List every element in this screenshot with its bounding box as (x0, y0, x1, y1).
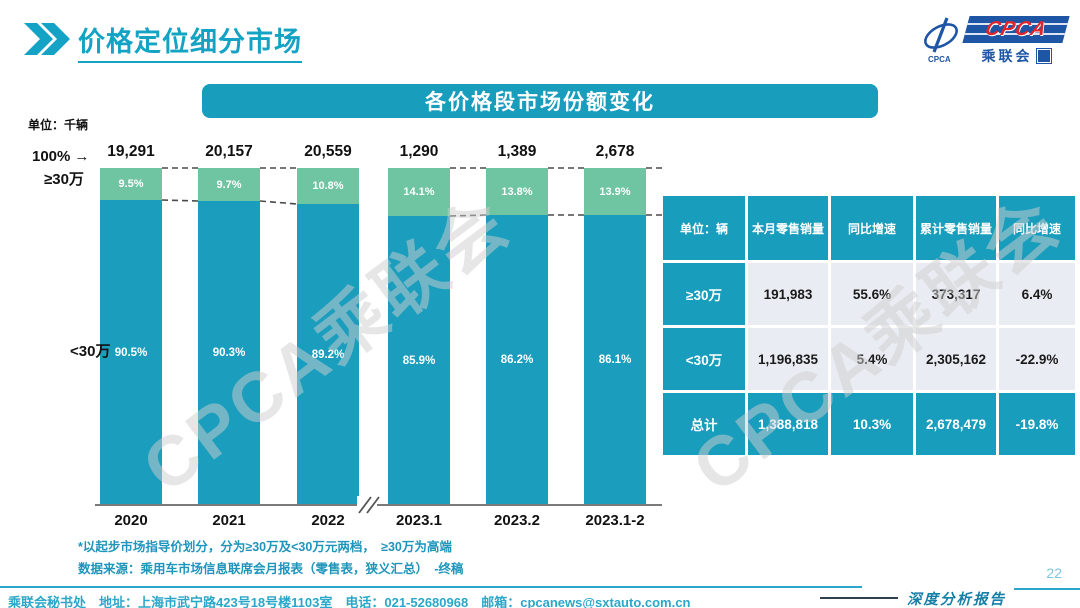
table-row-label: ≥30万 (663, 263, 745, 325)
stacked-bar: 10.8% 89.2% (297, 168, 359, 505)
bar-segment-lt30: 89.2% (297, 204, 359, 505)
cpca-emblem-icon: CPCA (918, 16, 964, 71)
stacked-bar: 9.5% 90.5% (100, 168, 162, 505)
bar-segment-ge30: 10.8% (297, 168, 359, 204)
table-cell: 191,983 (748, 263, 828, 325)
table-row-label: 总计 (663, 393, 745, 455)
table-cell: -19.8% (999, 393, 1075, 455)
table-row-label: <30万 (663, 328, 745, 390)
bar-segment-lt30: 86.2% (486, 215, 548, 505)
table-header-cell: 单位：辆 (663, 196, 745, 260)
table-header-cell: 同比增速 (831, 196, 913, 260)
note-line: *以起步市场指导价划分，分为≥30万及<30万元两档， ≥30万为高端 (78, 540, 452, 554)
header: 价格定位细分市场 (24, 20, 302, 63)
bar-category-label: 2023.1-2 (585, 512, 645, 529)
bar-category-label: 2021 (212, 512, 246, 529)
table-cell: 1,388,818 (748, 393, 828, 455)
bar-segment-ge30: 9.5% (100, 168, 162, 200)
stacked-bar: 14.1% 85.9% (388, 168, 450, 505)
page-number: 22 (1046, 565, 1062, 581)
note-line: 数据来源：乘用车市场信息联席会月报表（零售表，狭义汇总） -终稿 (78, 562, 464, 576)
bar-total-label: 1,389 (497, 143, 537, 160)
table-cell: 55.6% (831, 263, 913, 325)
axis-100-text: 100% (32, 148, 71, 165)
series-label-lt30: <30万 (70, 343, 111, 360)
axis-100-label: 100% (32, 148, 89, 165)
logo-org-row: 乘联会 (966, 46, 1066, 66)
bar-total-label: 20,157 (205, 143, 253, 160)
bar-segment-lt30: 90.3% (198, 201, 260, 505)
bar-category-label: 2020 (114, 512, 148, 529)
table-cell: 2,678,479 (916, 393, 996, 455)
bar-segment-ge30: 13.8% (486, 168, 548, 215)
cpca-logo: CPCA CPCA 乘联会 (918, 14, 1070, 70)
stacked-bar: 13.8% 86.2% (486, 168, 548, 505)
table-cell: -22.9% (999, 328, 1075, 390)
emblem-caption: CPCA (928, 55, 951, 64)
bar-segment-lt30: 90.5% (100, 200, 162, 505)
bar-segment-ge30: 13.9% (584, 168, 646, 215)
bar-segment-ge30: 14.1% (388, 168, 450, 216)
bar-category-label: 2023.1 (396, 512, 442, 529)
section-banner: 各价格段市场份额变化 (202, 84, 878, 118)
report-line-left (820, 597, 898, 599)
bar-total-label: 2,678 (595, 143, 635, 160)
report-label: 深度分析报告 (907, 591, 1006, 608)
logo-org-name: 乘联会 (981, 48, 1033, 64)
footer-divider (0, 586, 862, 588)
report-line-right (1014, 588, 1080, 590)
bar-segment-ge30: 9.7% (198, 168, 260, 201)
bar-total-label: 19,291 (107, 143, 155, 160)
table-header-cell: 同比增速 (999, 196, 1075, 260)
stacked-bar: 9.7% 90.3% (198, 168, 260, 505)
table-header-cell: 累计零售销量 (916, 196, 996, 260)
chart-notes: *以起步市场指导价划分，分为≥30万及<30万元两档， ≥30万为高端 数据来源… (78, 536, 463, 580)
footer-contact: 乘联会秘书处 地址：上海市武宁路423号18号楼1103室 电话：021-526… (8, 595, 691, 608)
table-header-cell: 本月零售销量 (748, 196, 828, 260)
double-chevron-icon (24, 23, 70, 60)
table-cell: 5.4% (831, 328, 913, 390)
stacked-bar: 13.9% 86.1% (584, 168, 646, 505)
bar-segment-lt30: 86.1% (584, 215, 646, 505)
arrow-right-icon (70, 148, 89, 165)
bar-segment-lt30: 85.9% (388, 216, 450, 505)
table-cell: 373,317 (916, 263, 996, 325)
bar-category-label: 2022 (311, 512, 345, 529)
bar-category-label: 2023.2 (494, 512, 540, 529)
unit-label: 单位：千辆 (28, 118, 89, 132)
page-title: 价格定位细分市场 (78, 20, 302, 63)
bar-total-label: 1,290 (399, 143, 439, 160)
table-cell: 10.3% (831, 393, 913, 455)
bar-total-label: 20,559 (304, 143, 352, 160)
table-cell: 1,196,835 (748, 328, 828, 390)
series-label-ge30: ≥30万 (44, 171, 84, 188)
table-cell: 6.4% (999, 263, 1075, 325)
seal-icon (1035, 48, 1052, 64)
table-cell: 2,305,162 (916, 328, 996, 390)
logo-flag: CPCA (962, 16, 1070, 43)
logo-acronym: CPCA (982, 18, 1050, 40)
sales-table: 单位：辆 本月零售销量 同比增速 累计零售销量 同比增速 ≥30万 191,983 55.6%… (663, 196, 1075, 455)
